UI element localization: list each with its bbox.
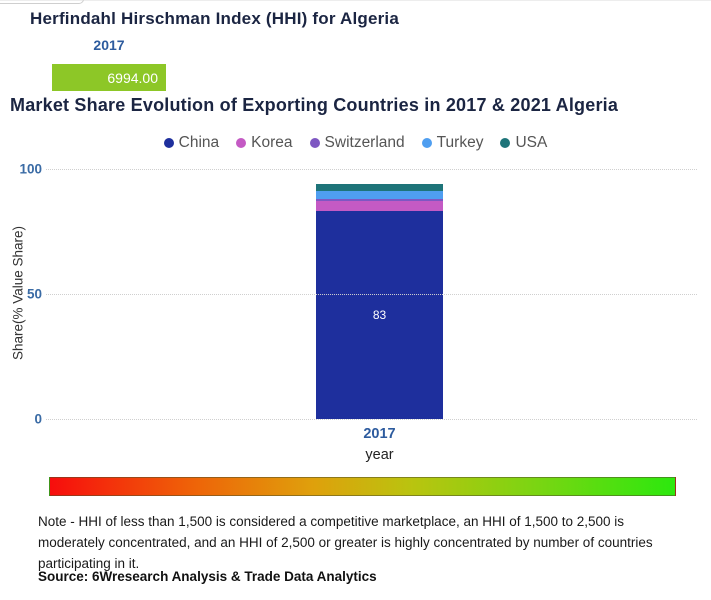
- bar-segment-switzerland[interactable]: [316, 198, 443, 202]
- source-text: Source: 6Wresearch Analysis & Trade Data…: [38, 569, 377, 584]
- y-tick-50: 50: [26, 286, 42, 302]
- gridline-100: [46, 169, 697, 170]
- legend-dot-icon: [236, 138, 247, 148]
- bar-segment-china[interactable]: 83: [316, 211, 443, 419]
- hhi-value-label: 6994.00: [107, 69, 158, 86]
- legend-label: Korea: [251, 134, 293, 151]
- legend-dot-icon: [500, 138, 511, 148]
- legend-label: USA: [515, 134, 548, 151]
- legend-item-switzerland[interactable]: Switzerland: [309, 134, 405, 152]
- hhi-note-text: Note - HHI of less than 1,500 is conside…: [38, 514, 653, 571]
- gridline-0: [46, 418, 697, 420]
- x-axis-title: year: [365, 447, 394, 463]
- bar-segment-turkey[interactable]: [316, 191, 443, 199]
- legend-dot-icon: [163, 138, 174, 148]
- hhi-year-label: 2017: [93, 37, 125, 53]
- legend-item-turkey[interactable]: Turkey: [421, 134, 484, 152]
- legend-label: Turkey: [436, 134, 484, 151]
- market-share-chart-title: Market Share Evolution of Exporting Coun…: [10, 95, 619, 115]
- legend-item-korea[interactable]: Korea: [236, 134, 293, 152]
- bar-value-label-china: 83: [372, 307, 387, 322]
- bar-segment-korea[interactable]: [316, 201, 443, 212]
- top-border-line: [0, 0, 711, 1]
- x-tick-2017: 2017: [363, 426, 396, 442]
- y-tick-100: 100: [19, 161, 42, 177]
- chart-legend: China Korea Switzerland Turkey USA: [0, 131, 711, 155]
- hhi-scale-gradient-bar: [49, 477, 676, 496]
- legend-label: China: [178, 134, 220, 151]
- stacked-bar-2017: 83: [316, 169, 443, 419]
- y-tick-0: 0: [34, 411, 42, 426]
- legend-item-usa[interactable]: USA: [500, 134, 547, 152]
- gridline-50: [46, 293, 697, 295]
- legend-item-china[interactable]: China: [163, 134, 220, 152]
- legend-dot-icon: [421, 138, 432, 148]
- legend-label: Switzerland: [324, 134, 405, 151]
- bar-segment-usa[interactable]: [316, 183, 443, 192]
- legend-dot-icon: [309, 138, 320, 148]
- hhi-value-bar[interactable]: 6994.00: [52, 64, 166, 91]
- hhi-chart-title: Herfindahl Hirschman Index (HHI) for Alg…: [30, 9, 400, 28]
